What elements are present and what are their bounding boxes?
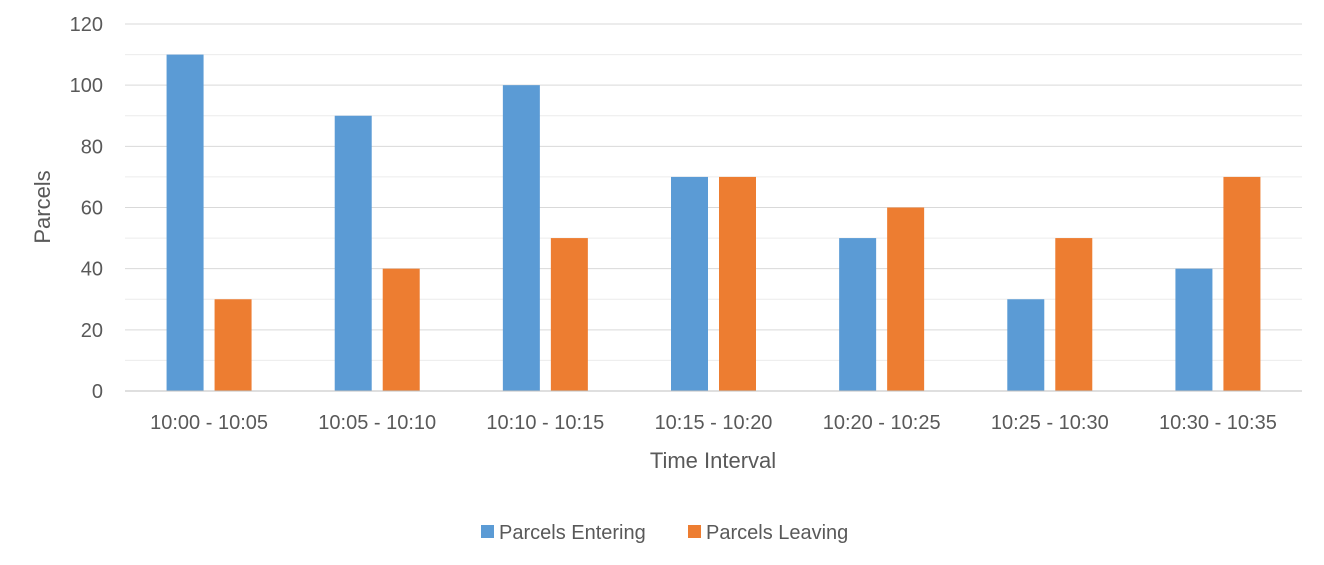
bar-parcels-leaving <box>214 299 252 391</box>
bar-parcels-entering <box>334 115 372 391</box>
bar-parcels-entering <box>1175 268 1213 391</box>
legend-label-parcels-leaving: Parcels Leaving <box>706 522 848 544</box>
bar-parcels-entering <box>671 176 708 391</box>
x-tick-label: 10:20 - 10:25 <box>823 412 941 434</box>
legend: Parcels Entering Parcels Leaving <box>481 522 848 544</box>
bar-parcels-leaving <box>887 207 925 391</box>
legend-swatch-parcels-entering <box>481 525 494 538</box>
bar-parcels-leaving <box>1223 176 1261 391</box>
y-tick-label: 80 <box>81 136 103 158</box>
bar-parcels-leaving <box>550 238 588 391</box>
x-axis-title: Time Interval <box>650 448 776 473</box>
y-axis-tick-labels: 0 20 40 60 80 100 120 <box>70 14 103 403</box>
x-axis-tick-labels: 10:00 - 10:05 10:05 - 10:10 10:10 - 10:15 1… <box>150 412 1277 434</box>
y-axis-title: Parcels <box>30 170 55 243</box>
bar-parcels-leaving <box>719 176 756 391</box>
legend-label-parcels-entering: Parcels Entering <box>499 522 646 544</box>
y-tick-label: 120 <box>70 14 103 36</box>
y-tick-label: 60 <box>81 198 103 220</box>
x-tick-label: 10:05 - 10:10 <box>318 412 436 434</box>
gridlines <box>125 23 1302 361</box>
bar-parcels-entering <box>839 238 877 391</box>
x-tick-label: 10:25 - 10:30 <box>991 412 1109 434</box>
legend-swatch-parcels-leaving <box>688 525 701 538</box>
x-tick-label: 10:30 - 10:35 <box>1159 412 1277 434</box>
bar-parcels-entering <box>502 85 540 392</box>
y-tick-label: 0 <box>92 381 103 403</box>
y-tick-label: 100 <box>70 75 103 97</box>
bar-parcels-entering <box>166 54 204 391</box>
bar-parcels-leaving <box>382 268 420 391</box>
y-tick-label: 20 <box>81 320 103 342</box>
x-tick-label: 10:15 - 10:20 <box>655 412 773 434</box>
x-tick-label: 10:10 - 10:15 <box>486 412 604 434</box>
bars <box>166 54 1261 392</box>
bar-parcels-entering <box>1007 299 1045 391</box>
x-tick-label: 10:00 - 10:05 <box>150 412 268 434</box>
y-tick-label: 40 <box>81 259 103 281</box>
bar-parcels-leaving <box>1055 238 1093 391</box>
